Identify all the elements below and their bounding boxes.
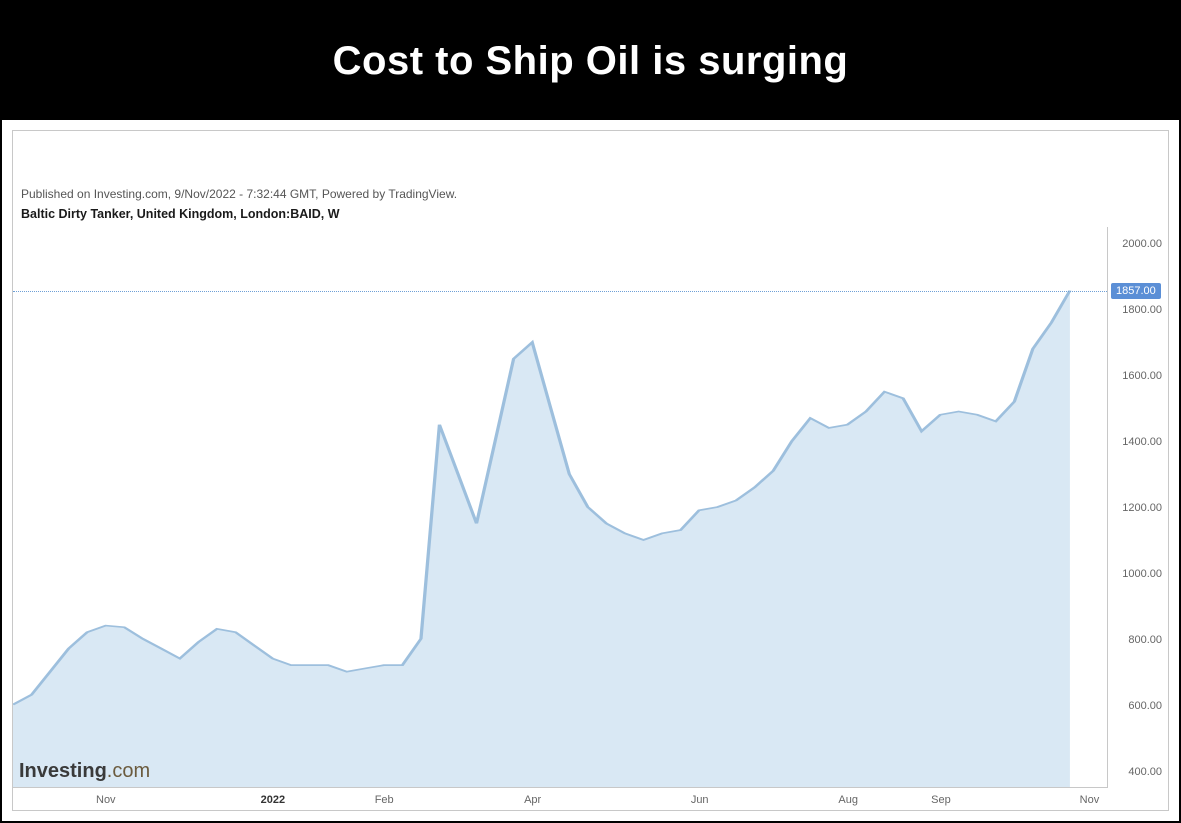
- area-fill-path: [13, 291, 1070, 787]
- figure-frame: Cost to Ship Oil is surging Published on…: [0, 0, 1181, 823]
- area-chart-svg: [13, 227, 1107, 787]
- y-tick-label: 400.00: [1128, 766, 1162, 778]
- y-tick-label: 2000.00: [1122, 238, 1162, 250]
- y-tick-label: 1200.00: [1122, 502, 1162, 514]
- y-tick-label: 1600.00: [1122, 370, 1162, 382]
- chart-panel: Published on Investing.com, 9/Nov/2022 -…: [12, 130, 1169, 811]
- y-tick-label: 1400.00: [1122, 436, 1162, 448]
- x-tick-label: Aug: [838, 794, 858, 806]
- current-value-badge: 1857.00: [1111, 283, 1161, 299]
- instrument-label: Baltic Dirty Tanker, United Kingdom, Lon…: [21, 207, 340, 221]
- x-tick-label: Jun: [691, 794, 709, 806]
- published-line: Published on Investing.com, 9/Nov/2022 -…: [21, 187, 457, 201]
- y-tick-label: 800.00: [1128, 634, 1162, 646]
- brand-watermark: Investing.com: [19, 760, 150, 783]
- brand-part2: .com: [107, 760, 150, 782]
- figure-title: Cost to Ship Oil is surging: [333, 39, 849, 84]
- title-bar: Cost to Ship Oil is surging: [2, 2, 1179, 120]
- plot-region: Investing.com: [13, 227, 1108, 788]
- y-tick-label: 600.00: [1128, 700, 1162, 712]
- x-tick-label: Nov: [1080, 794, 1100, 806]
- y-axis: 2000.00 1857.00 1800.00 1600.00 1400.00 1200.…: [1108, 227, 1168, 788]
- y-tick-label: 1800.00: [1122, 304, 1162, 316]
- chart-outer: Published on Investing.com, 9/Nov/2022 -…: [2, 120, 1179, 821]
- x-tick-label: Feb: [375, 794, 394, 806]
- x-tick-label: Sep: [931, 794, 951, 806]
- instrument-interval: W: [328, 207, 340, 221]
- instrument-symbol: BAID: [290, 207, 321, 221]
- instrument-prefix: Baltic Dirty Tanker, United Kingdom, Lon…: [21, 207, 290, 221]
- y-tick-label: 1000.00: [1122, 568, 1162, 580]
- brand-part1: Investing: [19, 760, 107, 782]
- x-tick-label: Apr: [524, 794, 541, 806]
- x-axis: Nov 2022 Feb Apr Jun Aug Sep Nov: [13, 788, 1108, 810]
- x-tick-label: 2022: [261, 794, 285, 806]
- x-tick-label: Nov: [96, 794, 116, 806]
- current-value-line: [13, 291, 1107, 292]
